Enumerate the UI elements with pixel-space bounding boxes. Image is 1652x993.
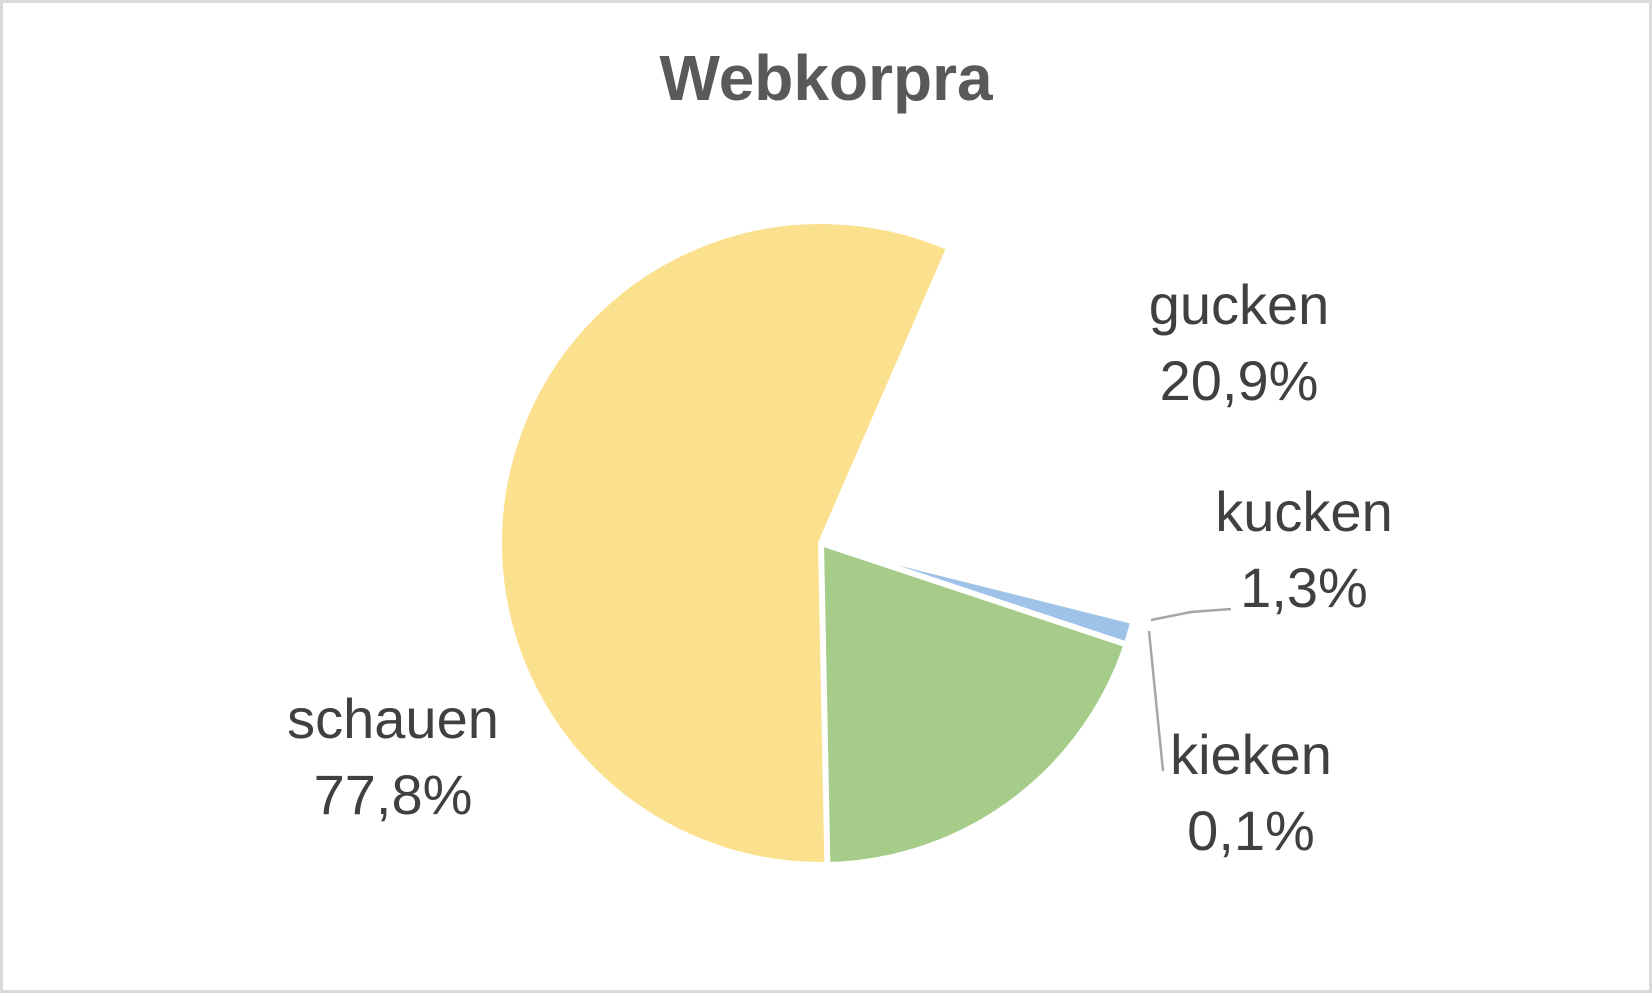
data-label-percent: 0,1% [1187, 799, 1315, 862]
data-label-category: gucken [1148, 273, 1330, 336]
data-label-gucken: gucken 20,9% [1149, 267, 1330, 419]
data-label-schauen: schauen 77,8% [287, 681, 499, 833]
pie-slice-kieken [818, 540, 1137, 625]
leader-line-kieken [1147, 630, 1165, 772]
leader-lines [1147, 607, 1232, 772]
data-label-category: kucken [1215, 480, 1393, 543]
leader-line-kucken [1150, 607, 1232, 622]
pie-slices [496, 218, 1137, 868]
data-label-percent: 77,8% [313, 763, 473, 826]
data-label-percent: 1,3% [1240, 556, 1368, 619]
data-label-category: schauen [287, 687, 499, 750]
pie-chart [496, 218, 1232, 868]
data-label-kucken: kucken 1,3% [1215, 474, 1392, 626]
chart-title: Webkorpra [659, 42, 993, 114]
data-label-category: kieken [1170, 723, 1332, 786]
data-label-kieken: kieken 0,1% [1170, 717, 1332, 869]
data-label-percent: 20,9% [1159, 349, 1319, 412]
